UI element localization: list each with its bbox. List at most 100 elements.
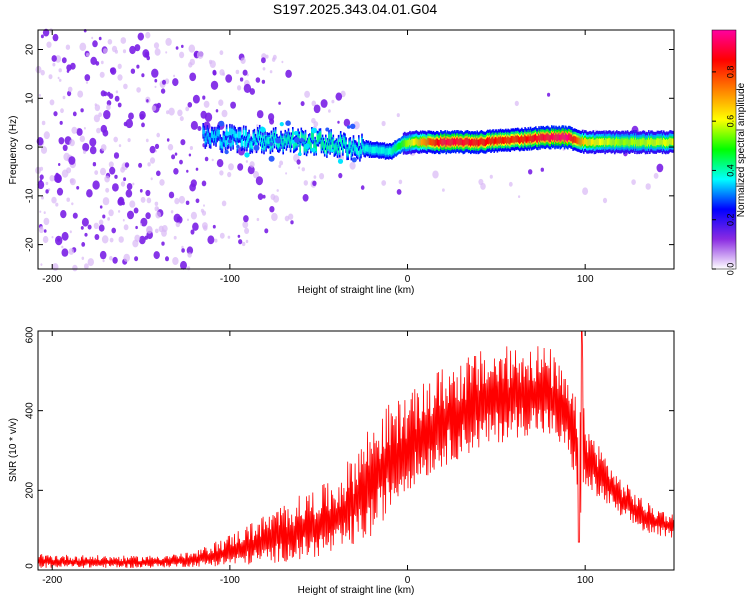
spectrogram-ridge-cell <box>536 135 538 143</box>
spectrogram-ridge-cell <box>300 132 303 139</box>
spectrogram-ridge-cell <box>622 138 624 146</box>
spectrogram-noise-blob <box>139 111 146 120</box>
spectrogram-noise-blob <box>181 248 185 253</box>
spectrogram-ridge-cell <box>443 138 445 146</box>
spectrogram-ridge-cell <box>548 135 551 142</box>
spectrogram-ridge-cell <box>332 139 335 146</box>
spectrogram-ridge-cell <box>571 134 573 142</box>
colorbar-tick-label: 0.0 <box>725 263 735 276</box>
colorbar-tick-label: 0.4 <box>725 164 735 177</box>
spectrogram-ridge-cell <box>634 139 636 147</box>
spectrogram-noise-blob <box>271 212 278 222</box>
spectrogram-ridge-cell <box>369 145 372 153</box>
spectrogram-y-tick-label: 20 <box>25 44 36 56</box>
spectrogram-noise-blob <box>53 173 62 183</box>
spectrogram-ridge-cell <box>460 138 462 145</box>
spectrogram-noise-blob <box>242 221 249 229</box>
spectrogram-ridge-cell <box>462 139 465 147</box>
spectrogram-ridge-cell <box>233 129 235 137</box>
spectrogram-ridge-cell <box>590 139 592 146</box>
spectrogram-noise-blob <box>96 127 101 134</box>
spectrogram-noise-blob <box>69 230 72 234</box>
spectrogram-ridge-cell <box>414 138 417 146</box>
spectrogram-noise-blob <box>312 180 317 186</box>
spectrogram-y-tick-label: 10 <box>25 92 36 104</box>
spectrogram-noise-blob <box>179 51 185 59</box>
spectrogram-ridge-cell <box>455 139 457 146</box>
spectrogram-ridge-cell <box>342 144 344 152</box>
spectrogram-noise-blob <box>166 110 170 115</box>
snr-chart: -200 -100 0 100 0 200 400 600 Height of straig… <box>8 326 675 596</box>
spectrogram-ridge-cell <box>430 138 433 146</box>
spectrogram-ridge-cell <box>346 148 348 156</box>
spectrogram-noise-blob <box>256 110 264 119</box>
spectrogram-ridge-cell <box>612 138 615 145</box>
spectrogram-noise-blob <box>43 131 50 140</box>
snr-y-axis: 0 200 400 600 <box>25 326 674 571</box>
spectrogram-noise-blob <box>154 143 160 149</box>
spectrogram-noise-blob <box>237 85 242 91</box>
spectrogram-ridge-cell <box>650 138 652 145</box>
spectrogram-ridge-cell <box>594 139 597 147</box>
spectrogram-ridge-cell <box>543 134 546 142</box>
spectrogram-noise-blob <box>39 166 44 171</box>
spectrogram-noise-blob <box>81 217 89 227</box>
spectrogram-noise-blob <box>52 263 59 271</box>
spectrogram-noise-blob <box>237 234 241 238</box>
spectrogram-noise-blob <box>219 232 225 239</box>
spectrogram-ridge-cell <box>499 136 502 144</box>
spectrogram-ridge-cell <box>368 146 371 154</box>
spectrogram-noise-blob <box>71 126 78 134</box>
spectrogram-noise-blob <box>228 163 234 171</box>
spectrogram-noise-blob <box>58 163 61 166</box>
spectrogram-noise-blob <box>249 161 255 168</box>
spectrogram-noise-blob <box>117 63 122 69</box>
spectrogram-ridge-cell <box>310 142 312 149</box>
spectrogram-ridge-cell <box>395 145 397 153</box>
spectrogram-x-axis: -200 -100 0 100 <box>42 30 594 285</box>
spectrogram-ridge-cell <box>367 144 370 152</box>
spectrogram-ridge-cell <box>428 138 430 145</box>
spectrogram-ridge-cell <box>616 137 618 145</box>
spectrogram-y-tick-label: -10 <box>25 188 36 203</box>
spectrogram-noise-blob <box>63 152 70 161</box>
spectrogram-ridge-cell <box>625 138 628 146</box>
spectrogram-noise-blob <box>112 183 119 192</box>
spectrogram-ridge-cell <box>510 136 513 143</box>
spectrogram-noise-blob <box>99 250 107 260</box>
spectrogram-noise-blob <box>173 74 176 78</box>
spectrogram-ridge-cell <box>371 146 374 154</box>
spectrogram-ridge-cell <box>489 136 491 144</box>
spectrogram-ridge-cell <box>418 139 421 147</box>
spectrogram-ridge-cell <box>337 139 340 147</box>
spectrogram-ridge-cell <box>505 136 507 143</box>
spectrogram-noise-blob <box>81 242 86 247</box>
spectrogram-noise-blob <box>190 211 197 220</box>
spectrogram-ridge-cell <box>539 135 541 143</box>
spectrogram-noise-blob <box>115 90 119 94</box>
spectrogram-noise-blob <box>38 94 42 97</box>
spectrogram-noise-blob <box>238 239 243 245</box>
spectrogram-noise-blob <box>256 124 259 128</box>
spectrogram-ridge-cell <box>250 140 252 148</box>
spectrogram-ridge-cell <box>322 142 325 149</box>
spectrogram-ridge-cell <box>230 139 232 147</box>
spectrogram-ridge-cell <box>357 148 359 155</box>
spectrogram-noise-blob <box>146 225 153 234</box>
spectrogram-noise-blob <box>46 41 52 48</box>
spectrogram-ridge-cell <box>378 147 380 155</box>
spectrogram-ridge-cell <box>578 137 581 145</box>
spectrogram-ridge-cell <box>479 138 482 146</box>
colorbar-frame <box>711 29 737 270</box>
spectrogram-noise-blob <box>94 104 101 112</box>
spectrogram-ridge-cell <box>515 135 518 143</box>
spectrogram-noise-blob <box>188 153 192 157</box>
snr-y-tick-label: 600 <box>25 326 36 343</box>
spectrogram-ridge-cell <box>561 132 564 140</box>
spectrogram-noise-blob <box>106 100 112 106</box>
spectrogram-noise-blob <box>79 42 87 51</box>
spectrogram-ridge-cell <box>521 135 523 143</box>
spectrogram-ridge-cell <box>285 139 288 147</box>
spectrogram-noise-blob <box>100 124 108 133</box>
spectrogram-noise-blob <box>270 193 276 200</box>
